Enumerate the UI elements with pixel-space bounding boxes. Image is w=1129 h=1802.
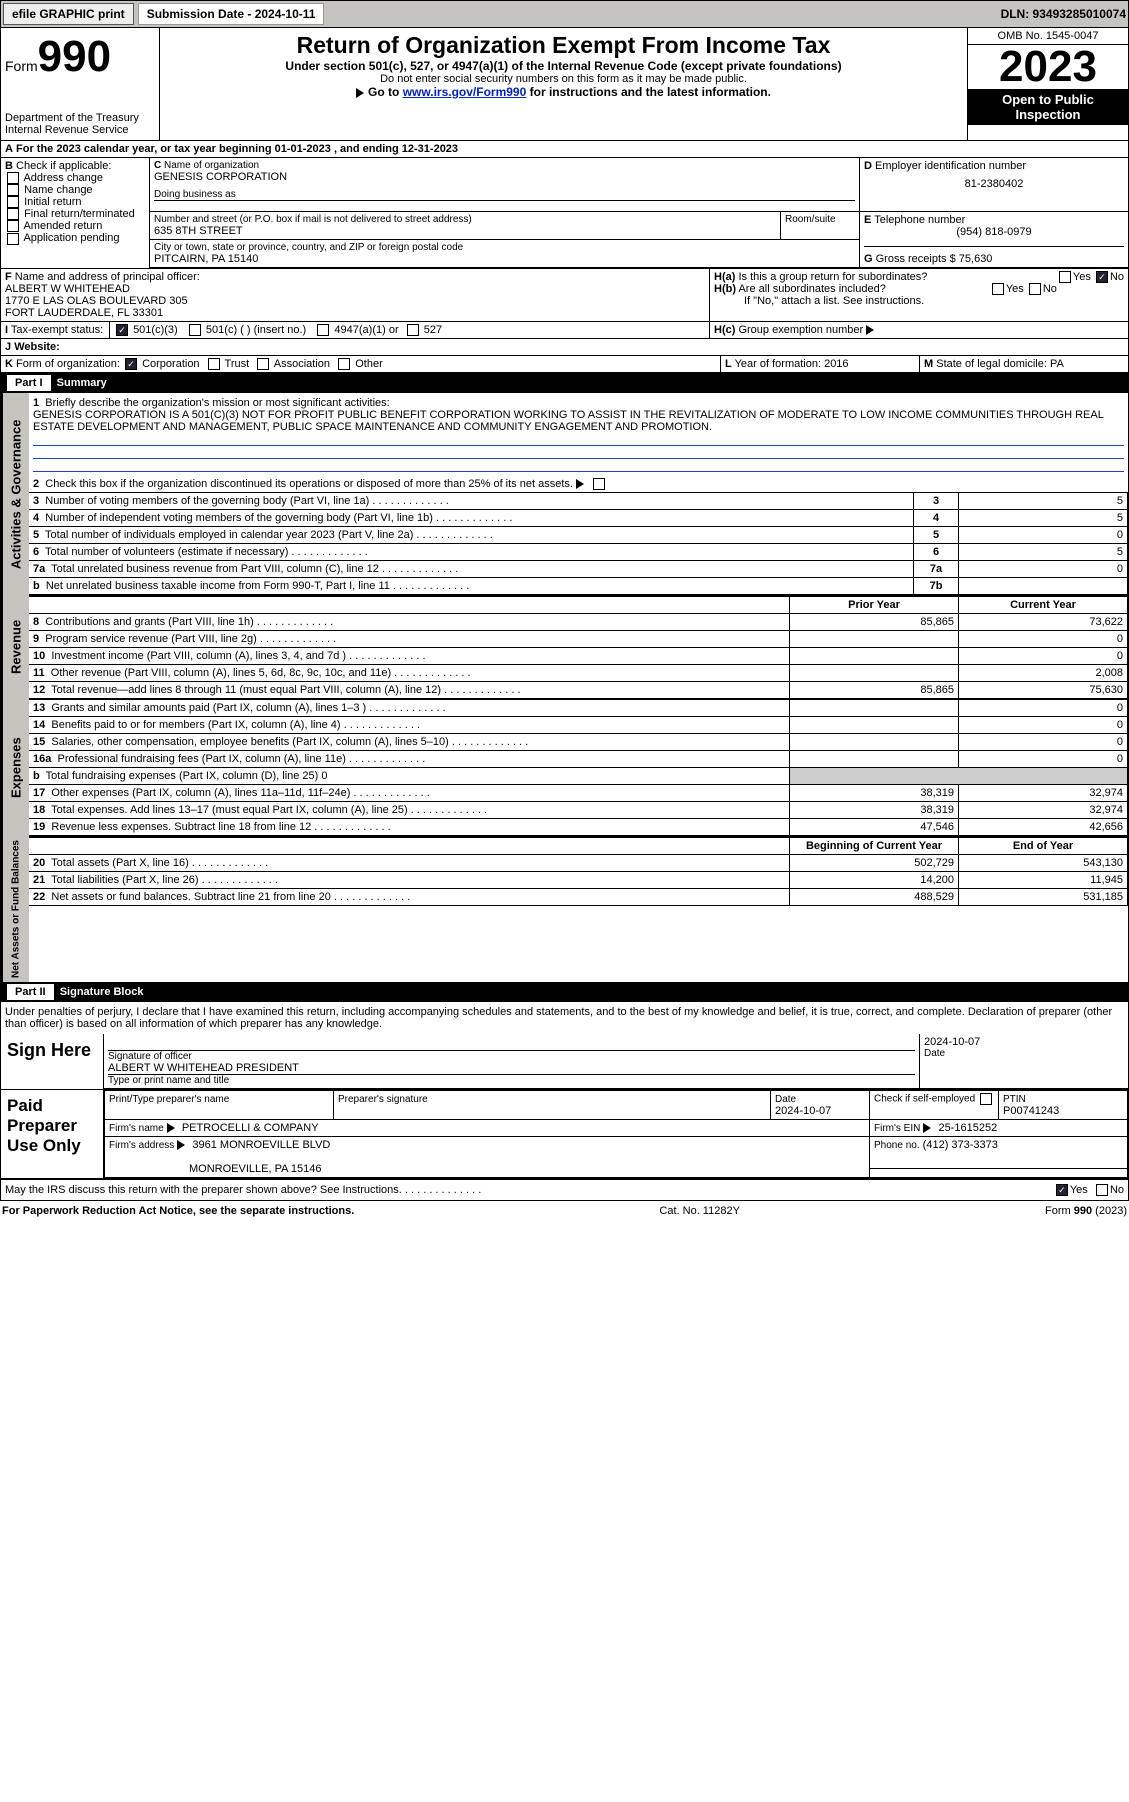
gross-receipts: 75,630 [959, 253, 993, 265]
sig-type-label: Type or print name and title [108, 1074, 915, 1086]
city-value: PITCAIRN, PA 15140 [154, 253, 855, 265]
officer-addr1: 1770 E LAS OLAS BOULEVARD 305 [5, 295, 188, 307]
submission-date: Submission Date - 2024-10-11 [138, 3, 325, 25]
m-label: State of legal domicile: PA [936, 358, 1064, 370]
j-label: Website: [14, 341, 60, 353]
efile-print-button[interactable]: efile GRAPHIC print [3, 3, 134, 25]
form-subtitle-2: Do not enter social security numbers on … [164, 73, 963, 85]
dept-treasury: Department of the Treasury [5, 112, 155, 124]
arrow-icon [866, 325, 874, 335]
i-label: Tax-exempt status: [11, 324, 103, 336]
phone-value: (954) 818-0979 [864, 226, 1124, 238]
tab-revenue: Revenue [1, 595, 29, 699]
d-label: Employer identification number [875, 160, 1026, 172]
f-label: Name and address of principal officer: [15, 271, 200, 283]
hc-label: Group exemption number [738, 324, 863, 336]
k-label: Form of organization: [16, 358, 120, 370]
sig-officer-label: Signature of officer [108, 1051, 915, 1062]
goto-pre: Go to [368, 85, 403, 99]
tab-net-assets: Net Assets or Fund Balances [1, 836, 29, 982]
form-title: Return of Organization Exempt From Incom… [164, 32, 963, 59]
sig-date-label: Date [924, 1048, 1124, 1059]
g-label: Gross receipts $ [876, 253, 956, 265]
form-subtitle-1: Under section 501(c), 527, or 4947(a)(1)… [164, 59, 963, 73]
goto-post: for instructions and the latest informat… [526, 85, 771, 99]
sign-here-label: Sign Here [1, 1034, 104, 1089]
perjury-text: Under penalties of perjury, I declare th… [1, 1002, 1128, 1034]
line-a: A For the 2023 calendar year, or tax yea… [1, 141, 1128, 158]
form-header: Form990 Department of the Treasury Inter… [1, 28, 1128, 141]
tab-governance: Activities & Governance [1, 393, 29, 595]
top-bar: efile GRAPHIC print Submission Date - 20… [0, 0, 1129, 28]
irs-link[interactable]: www.irs.gov/Form990 [403, 85, 527, 99]
c-name-label: Name of organization [164, 160, 259, 171]
hb-note: If "No," attach a list. See instructions… [744, 295, 924, 307]
sig-officer-name: ALBERT W WHITEHEAD PRESIDENT [108, 1062, 915, 1074]
part-1-bar: Part I Summary [1, 373, 1128, 393]
revenue-table: Prior YearCurrent Year 8 Contributions a… [29, 595, 1128, 699]
sig-date-val: 2024-10-07 [924, 1036, 1124, 1048]
paid-preparer-label: Paid Preparer Use Only [1, 1090, 104, 1178]
e-label: Telephone number [874, 214, 965, 226]
open-to-public: Open to Public Inspection [968, 89, 1128, 125]
l-label: Year of formation: 2016 [735, 358, 849, 370]
mission-text: GENESIS CORPORATION IS A 501(C)(3) NOT F… [33, 409, 1103, 433]
tax-year: 2023 [968, 45, 1128, 89]
form-ref: Form 990 (2023) [1045, 1205, 1127, 1217]
room-label: Room/suite [781, 212, 859, 239]
section-b: B Check if applicable: Address change Na… [1, 158, 150, 268]
pra-notice: For Paperwork Reduction Act Notice, see … [2, 1205, 354, 1217]
q1-label: Briefly describe the organization's miss… [45, 397, 389, 409]
ha-label: Is this a group return for subordinates? [738, 271, 927, 283]
hb-label: Are all subordinates included? [738, 283, 885, 295]
discuss-row: May the IRS discuss this return with the… [1, 1179, 1128, 1200]
form-number: 990 [38, 32, 111, 81]
cat-no: Cat. No. 11282Y [659, 1205, 740, 1217]
ein-value: 81-2380402 [864, 178, 1124, 190]
governance-table: 3 Number of voting members of the govern… [29, 492, 1128, 595]
form-prefix: Form [5, 58, 38, 74]
dba-label: Doing business as [154, 189, 855, 201]
org-name: GENESIS CORPORATION [154, 171, 855, 183]
street-value: 635 8TH STREET [154, 225, 776, 237]
expenses-table: 13 Grants and similar amounts paid (Part… [29, 699, 1128, 836]
net-assets-table: Beginning of Current YearEnd of Year 20 … [29, 836, 1128, 906]
arrow-icon [356, 88, 364, 98]
dln-value: DLN: 93493285010074 [1001, 7, 1126, 21]
part-2-bar: Part II Signature Block [1, 982, 1128, 1002]
tab-expenses: Expenses [1, 699, 29, 836]
officer-name: ALBERT W WHITEHEAD [5, 283, 130, 295]
city-label: City or town, state or province, country… [154, 242, 855, 253]
officer-addr2: FORT LAUDERDALE, FL 33301 [5, 307, 163, 319]
irs-label: Internal Revenue Service [5, 124, 155, 136]
street-label: Number and street (or P.O. box if mail i… [154, 214, 776, 225]
